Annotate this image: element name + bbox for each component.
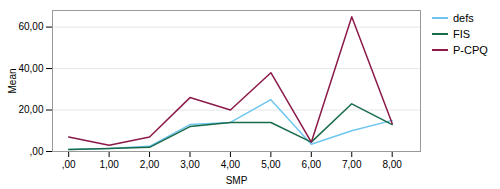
svg-text:5,00: 5,00 [261, 159, 281, 170]
html-text:FIS: FIS [453, 28, 471, 40]
svg-text:60,00: 60,00 [18, 21, 43, 32]
svg-text:7,00: 7,00 [342, 159, 362, 170]
svg-text:4,00: 4,00 [221, 159, 241, 170]
html-text:P-CPQ: P-CPQ [453, 44, 488, 56]
svg-text:2,00: 2,00 [140, 159, 160, 170]
svg-text:1,00: 1,00 [99, 159, 119, 170]
svg-text:6,00: 6,00 [302, 159, 322, 170]
svg-text:40,00: 40,00 [18, 63, 43, 74]
svg-text:3,00: 3,00 [180, 159, 200, 170]
svg-text:8,00: 8,00 [382, 159, 402, 170]
html-text:defs: defs [453, 12, 474, 24]
svg-text:Mean: Mean [7, 68, 18, 93]
svg-text:,00: ,00 [62, 159, 76, 170]
svg-text:,00: ,00 [30, 146, 44, 157]
svg-text:SMP: SMP [226, 175, 248, 186]
svg-text:20,00: 20,00 [18, 104, 43, 115]
